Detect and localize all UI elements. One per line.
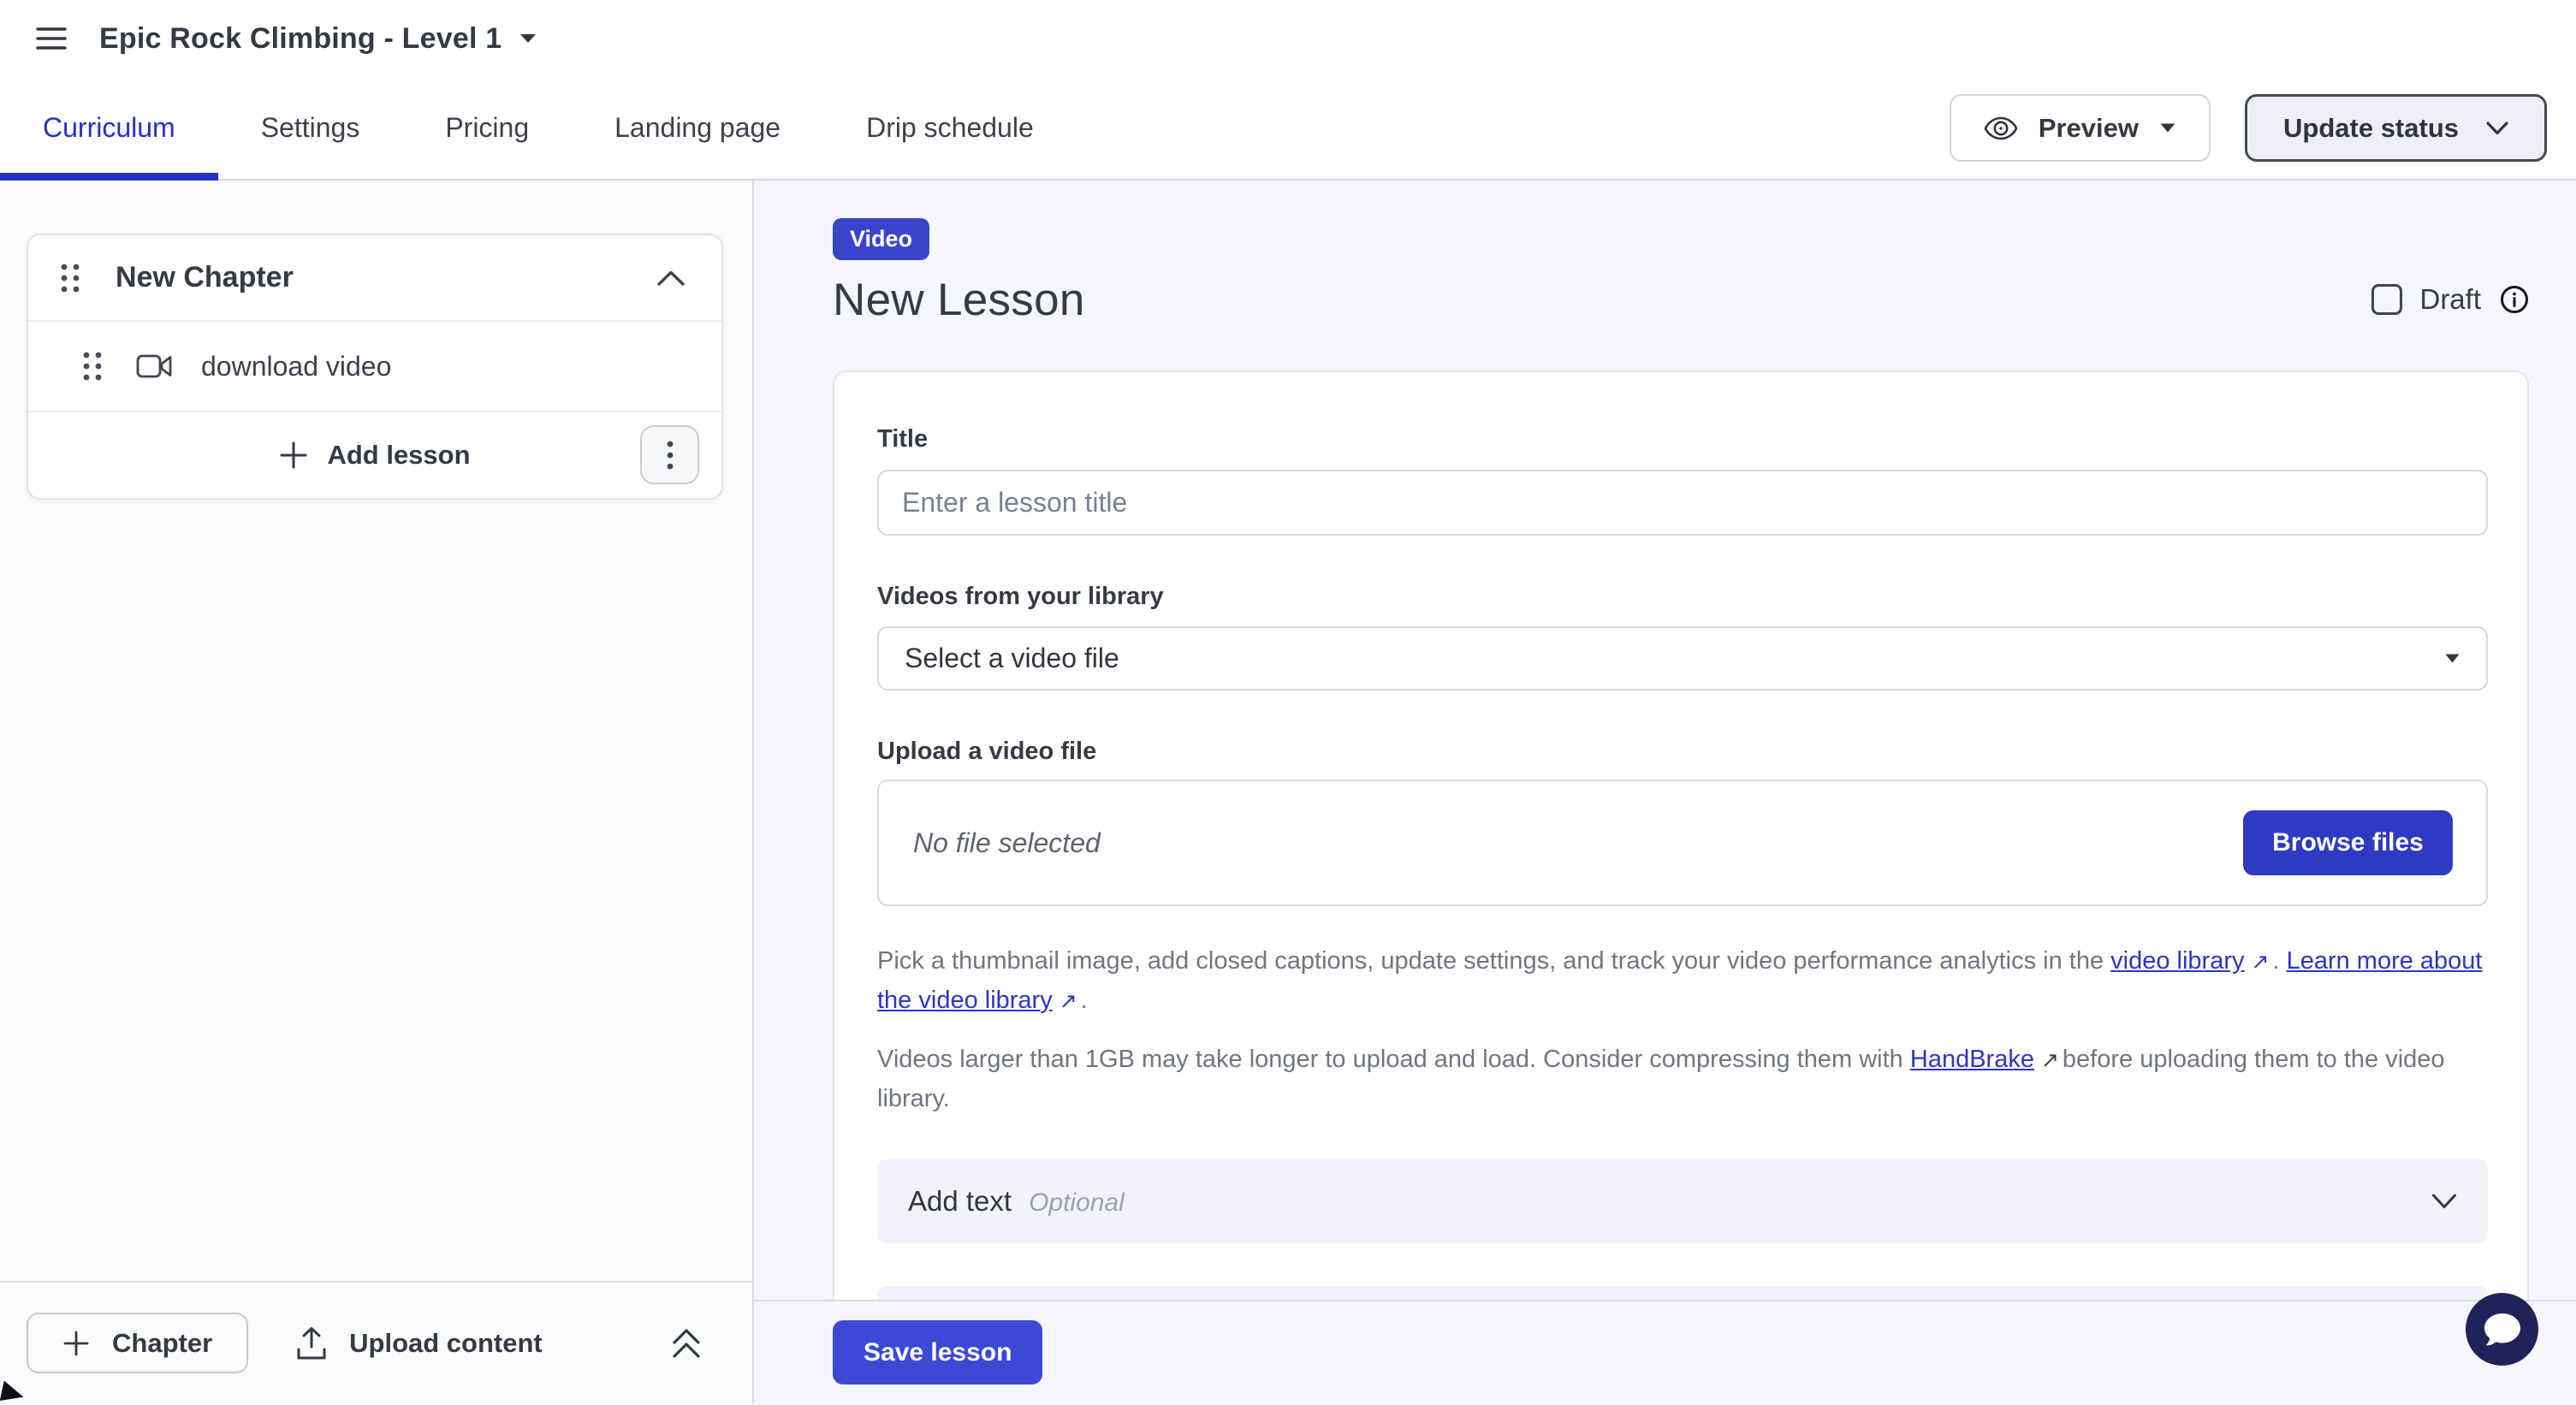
- chevron-down-icon: [2486, 122, 2508, 135]
- caret-down-icon: [519, 33, 537, 44]
- add-lesson-row: Add lesson: [28, 412, 721, 498]
- tab-pricing[interactable]: Pricing: [402, 77, 572, 179]
- add-lesson-button[interactable]: Add lesson: [279, 440, 470, 471]
- external-link-icon: ↗: [1059, 985, 1077, 1018]
- collapse-all-icon[interactable]: [670, 1325, 703, 1361]
- help-text: Videos larger than 1GB may take longer t…: [877, 1046, 1910, 1073]
- link-label: HandBrake: [1910, 1046, 2034, 1073]
- upload-content-label: Upload content: [349, 1328, 543, 1359]
- caret-down-icon: [2444, 653, 2460, 664]
- lesson-form-card: Title Videos from your library Select a …: [833, 371, 2529, 1300]
- mouse-cursor: [0, 1381, 26, 1403]
- caret-down-icon: [2159, 122, 2176, 133]
- draft-toggle-group: Draft: [2371, 283, 2529, 316]
- chat-bubble-icon: [2483, 1312, 2522, 1348]
- upload-field-label: Upload a video file: [877, 738, 2488, 766]
- help-text: .: [1081, 987, 1088, 1014]
- add-chapter-button[interactable]: Chapter: [27, 1313, 248, 1373]
- add-chapter-label: Chapter: [112, 1328, 212, 1359]
- info-icon[interactable]: [2500, 285, 2529, 314]
- plus-icon: [62, 1330, 90, 1357]
- top-bar: Epic Rock Climbing - Level 1: [0, 0, 2576, 77]
- library-field-label: Videos from your library: [877, 583, 2488, 611]
- add-text-label: Add text: [908, 1185, 1012, 1217]
- video-camera-icon: [136, 353, 174, 380]
- title-field-label: Title: [877, 425, 2488, 454]
- drag-handle-icon[interactable]: [59, 261, 81, 295]
- sidebar-footer: Chapter Upload content: [0, 1281, 752, 1403]
- upload-content-button[interactable]: Upload content: [296, 1326, 543, 1361]
- browse-files-button[interactable]: Browse files: [2243, 810, 2453, 875]
- no-file-selected-text: No file selected: [913, 827, 1101, 859]
- upload-icon: [296, 1326, 327, 1361]
- compression-help-text: Videos larger than 1GB may take longer t…: [877, 1040, 2488, 1118]
- lesson-header: Video New Lesson Draft: [833, 218, 2529, 326]
- lesson-editor-main: Video New Lesson Draft Title Videos f: [754, 181, 2576, 1403]
- lesson-title-input[interactable]: [877, 470, 2488, 536]
- page-title: New Lesson: [833, 274, 1085, 326]
- handbrake-link[interactable]: HandBrake: [1910, 1046, 2034, 1073]
- lesson-title: download video: [201, 351, 391, 382]
- add-lesson-label: Add lesson: [327, 440, 470, 471]
- chapter-header[interactable]: New Chapter: [28, 235, 721, 322]
- tab-landing-page[interactable]: Landing page: [572, 77, 823, 179]
- chat-widget-button[interactable]: [2466, 1293, 2538, 1366]
- preview-button[interactable]: Preview: [1950, 94, 2211, 162]
- preview-label: Preview: [2039, 113, 2139, 144]
- plus-icon: [279, 441, 308, 470]
- save-lesson-button[interactable]: Save lesson: [833, 1320, 1042, 1384]
- add-text-accordion[interactable]: Add text Optional: [877, 1159, 2488, 1243]
- chapter-card: New Chapter download video: [27, 234, 723, 500]
- tab-bar: Curriculum Settings Pricing Landing page…: [0, 77, 2576, 181]
- tab-settings[interactable]: Settings: [218, 77, 403, 179]
- accordion-header-left: Add text Optional: [908, 1185, 1125, 1218]
- tab-curriculum[interactable]: Curriculum: [0, 77, 218, 179]
- chevron-down-icon: [2431, 1194, 2457, 1209]
- video-library-select[interactable]: Select a video file: [877, 626, 2488, 691]
- help-text: Pick a thumbnail image, add closed capti…: [877, 947, 2110, 975]
- lesson-header-left: Video New Lesson: [833, 218, 1085, 326]
- hamburger-menu-icon[interactable]: [33, 20, 70, 57]
- chevron-up-icon[interactable]: [656, 270, 686, 287]
- lesson-row[interactable]: download video: [28, 322, 721, 412]
- lesson-editor-body: Video New Lesson Draft Title Videos f: [754, 181, 2576, 1300]
- lesson-editor-footer: Save lesson: [754, 1300, 2576, 1403]
- chapter-options-button[interactable]: [640, 425, 699, 484]
- curriculum-sidebar: New Chapter download video: [0, 181, 754, 1403]
- chapter-title: New Chapter: [116, 261, 294, 294]
- eye-icon: [1984, 116, 2018, 141]
- video-library-link[interactable]: video library↗: [2110, 947, 2272, 975]
- file-upload-dropzone[interactable]: No file selected Browse files: [877, 780, 2488, 906]
- external-link-icon: ↗: [2251, 946, 2269, 979]
- optional-label: Optional: [1029, 1189, 1125, 1217]
- lesson-type-badge: Video: [833, 218, 929, 260]
- content-area: New Chapter download video: [0, 181, 2576, 1403]
- draft-label: Draft: [2419, 283, 2481, 316]
- add-downloads-accordion[interactable]: Add downloadsOptional: [877, 1286, 2488, 1300]
- help-text: .: [2272, 947, 2286, 975]
- course-title: Epic Rock Climbing - Level 1: [99, 22, 502, 56]
- sidebar-body: New Chapter download video: [0, 181, 752, 1281]
- external-link-icon: ↗: [2041, 1044, 2059, 1077]
- update-status-label: Update status: [2283, 113, 2459, 144]
- tabs: Curriculum Settings Pricing Landing page…: [0, 77, 1077, 179]
- update-status-button[interactable]: Update status: [2245, 94, 2547, 162]
- select-value: Select a video file: [905, 643, 1119, 674]
- draft-checkbox[interactable]: [2371, 284, 2402, 315]
- link-label: video library: [2110, 947, 2244, 975]
- video-library-help-text: Pick a thumbnail image, add closed capti…: [877, 942, 2488, 1020]
- tabbar-actions: Preview Update status: [1950, 77, 2576, 179]
- course-switcher[interactable]: Epic Rock Climbing - Level 1: [99, 22, 537, 56]
- kebab-icon: [667, 440, 674, 471]
- tab-drip-schedule[interactable]: Drip schedule: [823, 77, 1077, 179]
- drag-handle-icon[interactable]: [81, 349, 104, 383]
